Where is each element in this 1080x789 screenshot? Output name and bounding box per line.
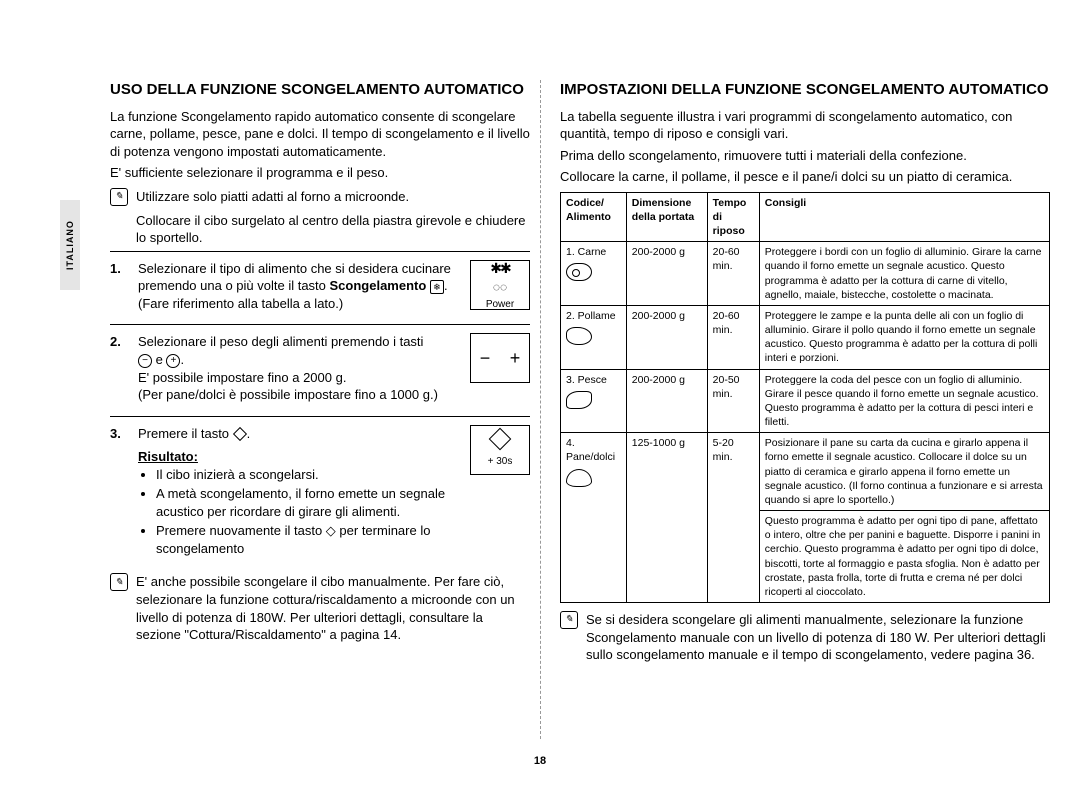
row-4-portion: 125-1000 g [626,433,707,603]
right-heading: IMPOSTAZIONI DELLA FUNZIONE SCONGELAMENT… [560,80,1050,100]
step-2-text-a: Selezionare il peso degli alimenti preme… [138,334,423,349]
language-tab: ITALIANO [60,200,80,290]
th-portion: Dimensione della portata [626,192,707,242]
left-intro-2: E' sufficiente selezionare il programma … [110,164,530,182]
right-intro-2: Prima dello scongelamento, rimuovere tut… [560,147,1050,165]
note-icon: ✎ [110,188,128,206]
right-note: Se si desidera scongelare gli alimenti m… [586,611,1050,664]
left-intro: La funzione Scongelamento rapido automat… [110,108,530,161]
left-column: USO DELLA FUNZIONE SCONGELAMENTO AUTOMAT… [110,80,530,670]
row-4-rest: 5-20 min. [707,433,759,603]
step-3-text-b: . [247,426,251,441]
step-1-num: 1. [110,260,128,313]
row-4-code: 4. Pane/dolci [566,437,615,463]
row-1-code: 1. Carne [566,246,606,258]
note-2: Collocare il cibo surgelato al centro de… [110,212,530,247]
note-3: E' anche possibile scongelare il cibo ma… [136,573,530,643]
left-heading: USO DELLA FUNZIONE SCONGELAMENTO AUTOMAT… [110,80,530,100]
step-1-text-b: Scongelamento [330,278,427,293]
result-bullet-2: A metà scongelamento, il forno emette un… [156,485,460,520]
table-row: 1. Carne 200-2000 g 20-60 min. Protegger… [561,242,1050,306]
step-2-text-c: . [180,352,184,367]
poultry-icon [566,327,592,345]
page-number: 18 [534,754,546,769]
plus30s-label: + 30s [488,455,513,469]
panel-plus: + [510,346,521,370]
row-1-rest: 20-60 min. [707,242,759,306]
step-3-text-a: Premere il tasto [138,426,233,441]
plus-inline-icon: + [166,354,180,368]
th-code: Codice/ Alimento [561,192,627,242]
drops-icon: ◌◌ [493,279,507,295]
start-button-panel: + 30s [470,425,530,475]
power-button-panel: ✱✱ ◌◌ Power [470,260,530,310]
row-2-portion: 200-2000 g [626,305,707,369]
row-4-tips: Posizionare il pane su carta da cucina e… [759,433,1049,511]
note-icon-2: ✎ [110,573,128,591]
row-3-portion: 200-2000 g [626,369,707,433]
row-3-code: 3. Pesce [566,374,607,386]
note-icon-3: ✎ [560,611,578,629]
result-label: Risultato: [138,449,198,464]
th-tips: Consigli [759,192,1049,242]
plus-minus-panel: − + [470,333,530,383]
table-row: 4. Pane/dolci 125-1000 g 5-20 min. Posiz… [561,433,1050,511]
result-bullets: Il cibo inizierà a scongelarsi. A metà s… [138,466,460,558]
minus-inline-icon: − [138,354,152,368]
row-2-tips: Proteggere le zampe e la punta delle ali… [759,305,1049,369]
th-rest: Tempo di riposo [707,192,759,242]
step-2-text-d: E' possibile impostare fino a 2000 g. [138,370,346,385]
row-1-portion: 200-2000 g [626,242,707,306]
fish-icon [566,391,592,409]
row-1-tips: Proteggere i bordi con un foglio di allu… [759,242,1049,306]
table-row: 2. Pollame 200-2000 g 20-60 min. Protegg… [561,305,1050,369]
column-divider [540,80,541,739]
result-bullet-1: Il cibo inizierà a scongelarsi. [156,466,460,484]
right-column: IMPOSTAZIONI DELLA FUNZIONE SCONGELAMENT… [560,80,1050,670]
right-intro-3: Collocare la carne, il pollame, il pesce… [560,168,1050,186]
defrost-inline-icon: ❄ [430,280,444,294]
step-2-text-e: (Per pane/dolci è possibile impostare fi… [138,387,438,402]
step-2-text-b: e [156,352,167,367]
bread-icon [566,469,592,487]
power-label: Power [486,298,514,312]
snowflake-icon: ✱✱ [490,259,509,278]
meat-icon [566,263,592,281]
row-3-rest: 20-50 min. [707,369,759,433]
row-3-tips: Proteggere la coda del pesce con un fogl… [759,369,1049,433]
step-2-num: 2. [110,333,128,403]
result-bullet-3: Premere nuovamente il tasto ◇ per termin… [156,522,460,557]
step-3-num: 3. [110,425,128,560]
start-diamond-icon [233,427,247,441]
note-1: Utilizzare solo piatti adatti al forno a… [136,188,409,206]
step-1: 1. Selezionare il tipo di alimento che s… [110,251,530,321]
table-row: 3. Pesce 200-2000 g 20-50 min. Protegger… [561,369,1050,433]
right-intro-1: La tabella seguente illustra i vari prog… [560,108,1050,143]
step-3: 3. Premere il tasto . Risultato: Il cibo… [110,416,530,568]
step-2: 2. Selezionare il peso degli alimenti pr… [110,324,530,411]
panel-minus: − [480,346,491,370]
start-diamond-large-icon [489,428,512,451]
row-4-tips-2: Questo programma è adatto per ogni tipo … [759,511,1049,603]
language-tab-label: ITALIANO [64,220,76,270]
row-2-rest: 20-60 min. [707,305,759,369]
defrost-settings-table: Codice/ Alimento Dimensione della portat… [560,192,1050,603]
row-2-code: 2. Pollame [566,310,616,322]
